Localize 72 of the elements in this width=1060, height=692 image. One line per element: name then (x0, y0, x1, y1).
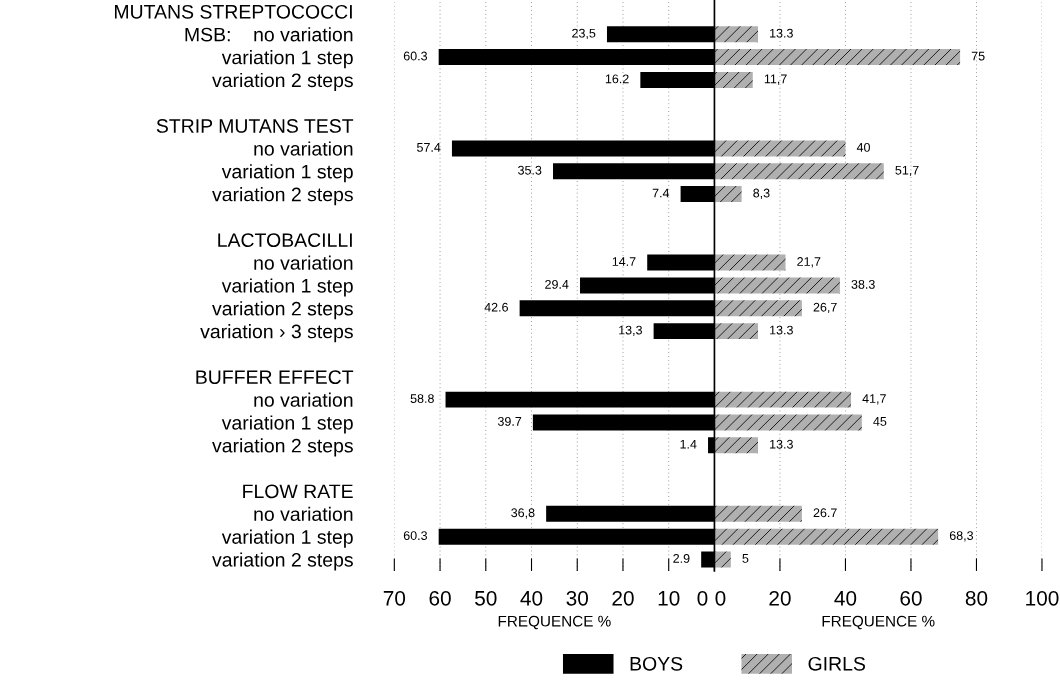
x-tick-label: 50 (475, 590, 497, 606)
y-tick-label: variation 1 step (221, 415, 353, 434)
data-label: 36,8 (511, 508, 535, 519)
y-tick-label: LACTOBACILLI (218, 233, 352, 248)
data-label: 16.2 (605, 74, 629, 84)
x-tick-label: 80 (965, 590, 988, 606)
data-label: 29.4 (545, 279, 569, 289)
x-tick-label: 30 (566, 590, 589, 606)
data-label: 13.3 (770, 325, 793, 335)
data-label: 13.3 (770, 28, 793, 38)
y-tick-label: variation 1 step (221, 50, 353, 69)
x-axis-title: FREQUENCE % (498, 615, 611, 630)
data-label: 26.7 (813, 508, 837, 518)
data-label: 42.6 (484, 302, 508, 312)
x-axis-title: FREQUENCE % (822, 615, 935, 630)
data-label: 11,7 (764, 74, 787, 85)
x-tick-label: 40 (520, 590, 543, 606)
data-label: 68,3 (949, 531, 974, 542)
y-tick-label: variation 2 steps (212, 552, 353, 571)
data-label: 23,5 (572, 28, 596, 40)
y-tick-label: no variation (254, 392, 353, 407)
data-label: 75 (971, 51, 985, 61)
y-tick-label: STRIP MUTANS TEST (156, 119, 354, 133)
data-label: 39.7 (497, 416, 522, 426)
y-tick-label: MSB: no variation (185, 27, 353, 42)
x-tick-label: 40 (834, 590, 857, 606)
data-label: 57.4 (417, 143, 441, 152)
x-tick-label: 100 (1026, 590, 1059, 606)
y-tick-label: BUFFER EFFECT (196, 370, 354, 385)
x-tick-label: 0 (697, 590, 708, 606)
data-label: 13.3 (770, 439, 793, 449)
y-tick-label: no variation (254, 506, 353, 522)
data-label: 14.7 (612, 257, 636, 266)
data-label: 7.4 (652, 188, 670, 198)
y-tick-label: variation 2 steps (212, 438, 353, 457)
data-label: 58.8 (410, 394, 434, 403)
data-label: 45 (873, 417, 887, 426)
x-tick-label: 20 (612, 590, 634, 606)
data-label: 13,3 (619, 325, 642, 336)
data-label: 5 (742, 554, 749, 563)
y-tick-label: variation 1 step (221, 529, 353, 548)
data-label: 8,3 (753, 188, 770, 199)
y-tick-label: variation 1 step (221, 278, 353, 297)
x-tick-label: 70 (383, 590, 406, 606)
data-label: 60.3 (403, 531, 428, 540)
y-tick-label: variation 2 steps (212, 72, 353, 92)
y-tick-label: variation › 3 steps (200, 324, 353, 343)
data-label: 40 (856, 142, 870, 152)
y-tick-label: variation 1 step (221, 164, 353, 183)
data-label: 21,7 (797, 257, 821, 268)
x-tick-label: 60 (900, 590, 922, 606)
data-label: 26,7 (813, 302, 837, 314)
x-tick-label: 0 (715, 590, 726, 606)
legend-label: BOYS (630, 656, 683, 671)
bar (708, 437, 715, 454)
legend-label: GIRLS (808, 656, 866, 671)
data-label: 35.3 (518, 165, 542, 175)
data-label: 41,7 (862, 394, 886, 405)
data-label: 2.9 (673, 553, 690, 563)
data-label: 1.4 (680, 439, 697, 449)
x-tick-label: 60 (429, 590, 451, 606)
y-tick-label: variation 2 steps (212, 187, 353, 206)
data-label: 38.3 (851, 279, 875, 289)
y-tick-label: no variation (254, 141, 353, 156)
x-tick-label: 10 (658, 590, 680, 606)
data-label: 60.3 (403, 51, 428, 61)
y-tick-label: no variation (254, 255, 353, 270)
data-label: 51,7 (895, 165, 919, 177)
x-tick-label: 20 (769, 590, 791, 606)
y-tick-label: variation 2 steps (212, 301, 353, 320)
y-tick-label: MUTANS STREPTOCOCCI (114, 4, 352, 19)
y-tick-label: FLOW RATE (243, 484, 353, 499)
